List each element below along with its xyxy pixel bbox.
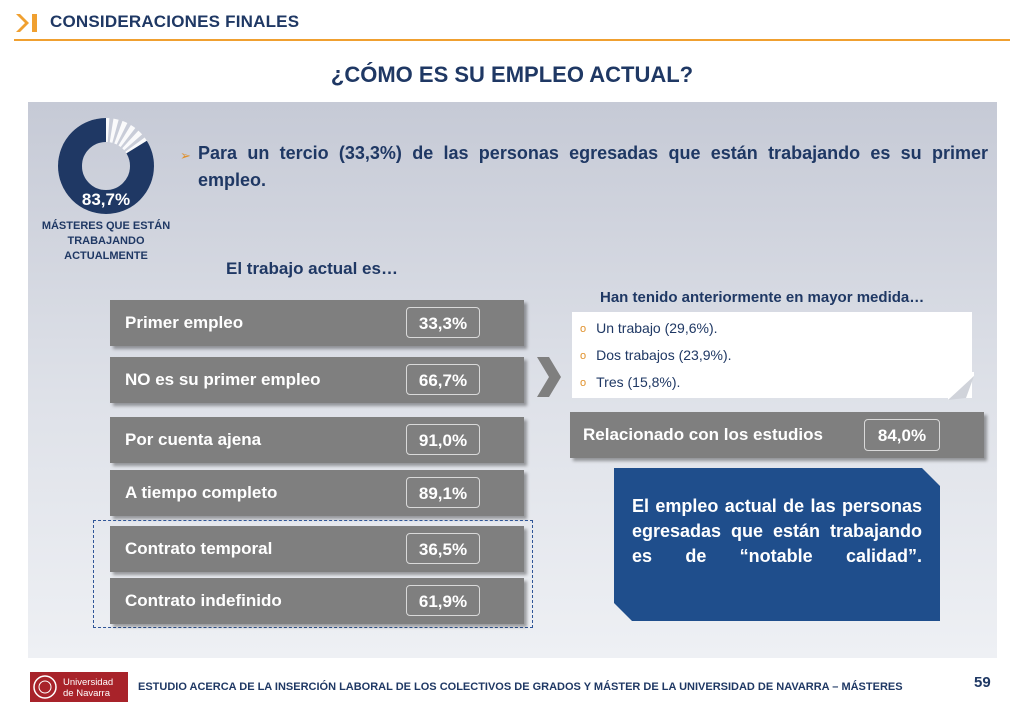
section-label: El trabajo actual es… <box>226 259 398 278</box>
chevron-marker-icon <box>16 14 37 32</box>
header-divider <box>14 39 1010 41</box>
list-item: o Un trabajo (29,6%). <box>580 320 718 336</box>
donut-chart <box>58 118 154 214</box>
page-title: ¿CÓMO ES SU EMPLEO ACTUAL? <box>330 62 694 87</box>
donut-arc <box>58 118 154 214</box>
bar-tiempo-completo: A tiempo completo 89,1% <box>110 470 524 516</box>
callout-text: El empleo actual de las personas egresad… <box>632 496 922 566</box>
bar-primer-empleo: Primer empleo 33,3% <box>110 300 524 346</box>
donut-caption: MÁSTERES QUE ESTÁN TRABAJANDO ACTUALMENT… <box>41 220 171 262</box>
donut-value: 83,7% <box>81 190 131 209</box>
bar-label: Contrato indefinido <box>125 591 282 610</box>
bar-value: 33,3% <box>406 307 480 338</box>
bar-no-primer-empleo: NO es su primer empleo 66,7% <box>110 357 524 403</box>
previous-jobs-list: o Un trabajo (29,6%). o Dos trabajos (23,9… <box>572 312 972 398</box>
bar-value: 36,5% <box>406 533 480 564</box>
chevron-right-icon <box>537 357 561 397</box>
bar-cuenta-ajena: Por cuenta ajena 91,0% <box>110 417 524 463</box>
bar-contrato-indefinido: Contrato indefinido 61,9% <box>110 578 524 624</box>
svg-text:Universidad: Universidad <box>63 677 113 688</box>
list-item: o Dos trabajos (23,9%). <box>580 347 732 363</box>
bar-label: Contrato temporal <box>125 539 273 558</box>
bar-label: Relacionado con los estudios <box>583 425 823 444</box>
summary-text: Para un tercio (33,3%) de las personas e… <box>198 143 988 190</box>
page-number: 59 <box>974 674 991 691</box>
university-logo: Universidad de Navarra <box>30 672 128 702</box>
quality-callout <box>614 468 940 621</box>
bar-contrato-temporal: Contrato temporal 36,5% <box>110 526 524 572</box>
bar-relacionado-estudios: Relacionado con los estudios 84,0% <box>570 412 984 458</box>
bar-label: Por cuenta ajena <box>125 430 262 449</box>
section-title: CONSIDERACIONES FINALES <box>50 12 300 31</box>
bar-value: 84,0% <box>864 419 940 451</box>
bar-value: 66,7% <box>406 364 480 395</box>
previous-jobs-title: Han tenido anteriormente en mayor medida… <box>600 289 925 306</box>
bar-value: 91,0% <box>406 424 480 455</box>
bar-label: NO es su primer empleo <box>125 370 321 389</box>
svg-text:de Navarra: de Navarra <box>63 688 111 699</box>
footer-text: ESTUDIO ACERCA DE LA INSERCIÓN LABORAL D… <box>138 681 903 693</box>
bar-label: Primer empleo <box>125 313 244 332</box>
list-item: o Tres (15,8%). <box>580 374 681 390</box>
page-curl-decoration <box>948 372 974 400</box>
contract-group-outline <box>93 520 533 628</box>
bullet-arrow-icon: ➢ <box>180 148 191 163</box>
bar-value: 61,9% <box>406 585 480 616</box>
bar-label: A tiempo completo <box>125 483 278 502</box>
bar-value: 89,1% <box>406 477 480 508</box>
